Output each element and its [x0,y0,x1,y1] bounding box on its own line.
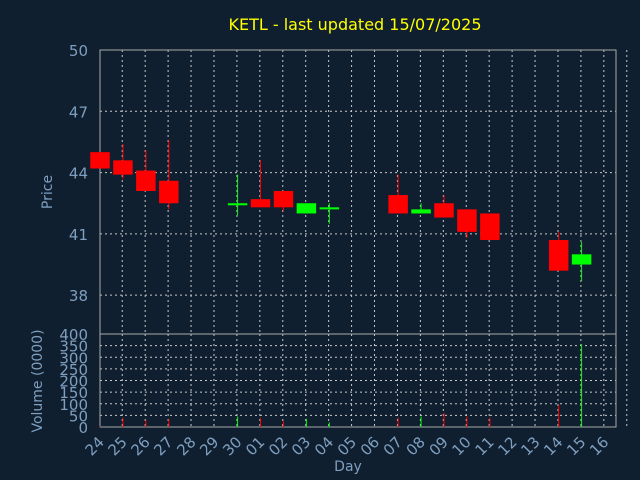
volume-tick-label: 350 [59,338,88,356]
price-tick-label: 47 [69,103,88,121]
candle-body [90,152,110,169]
volume-tick-label: 0 [78,419,88,437]
day-tick-label: 16 [586,433,612,459]
candle-body [273,190,294,208]
price-tick-label: 50 [69,42,88,60]
price-panel: 38 41 44 47 50 [69,42,628,335]
candle-body [434,203,454,218]
candle-body [319,207,340,210]
candle-body [227,203,248,206]
candle-body [113,160,133,175]
candle-body [296,203,317,214]
volume-tick-label: 250 [59,361,88,379]
price-tick-label: 38 [69,287,88,305]
volume-tick-label: 150 [59,384,88,402]
candle-body [159,180,179,204]
price-tick-label: 44 [69,165,88,183]
volume-tick-label: 100 [59,396,88,414]
volume-axis-label: Volume (0000) [30,329,46,432]
candle-body [571,254,592,265]
candle-body [136,170,156,191]
candle-body [411,209,431,214]
volume-panel: 0501001502002503003504002425262728293001… [59,326,628,459]
candle-body [388,195,408,214]
day-axis-label: Day [334,459,362,475]
candle-body [480,213,500,241]
volume-frame [99,333,617,428]
price-axis-label: Price [40,175,56,209]
candle-body [548,240,569,271]
price-tick-label: 41 [69,226,88,244]
candle-body [457,209,477,232]
volume-tick-label: 50 [69,407,88,425]
volume-tick-label: 400 [59,326,88,344]
volume-tick-label: 300 [59,349,88,367]
volume-tick-label: 200 [59,373,88,391]
candle-body [250,199,271,208]
chart-title: KETL - last updated 15/07/2025 [228,15,481,34]
